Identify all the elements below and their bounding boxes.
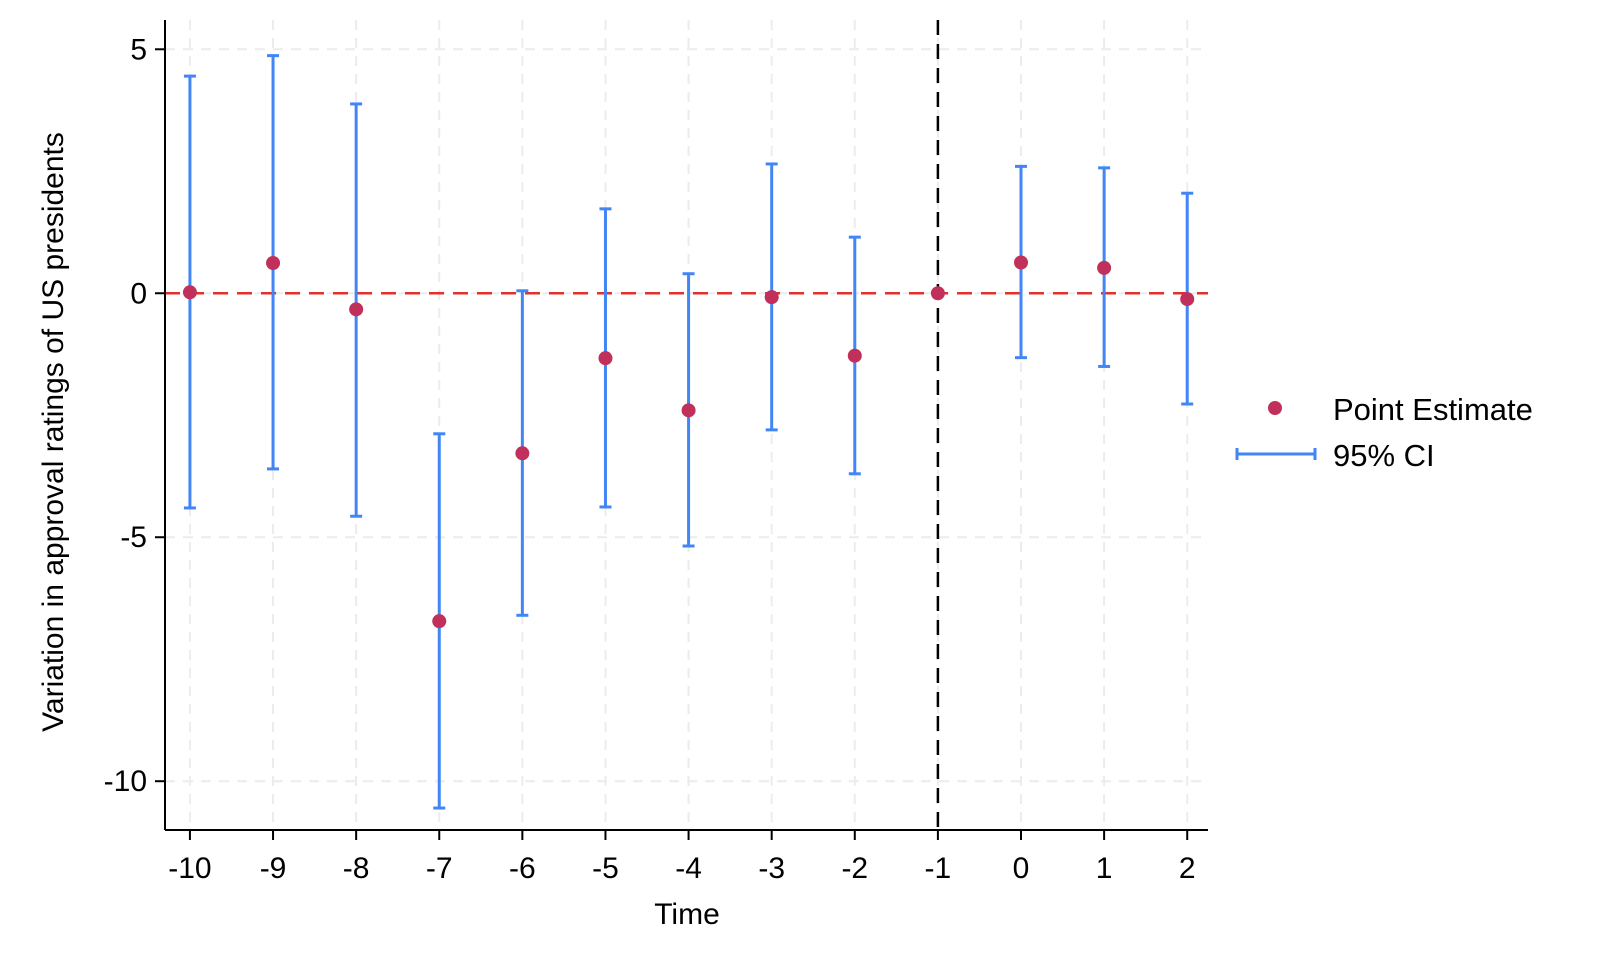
point-estimate-marker bbox=[432, 614, 447, 629]
point-estimate-marker bbox=[182, 285, 197, 300]
point-estimate-marker bbox=[681, 403, 696, 418]
point-estimate-marker bbox=[1097, 260, 1112, 275]
legend-label-point-estimate: Point Estimate bbox=[1333, 392, 1533, 427]
legend-label-95-ci: 95% CI bbox=[1333, 438, 1435, 473]
x-tick-label: -10 bbox=[168, 852, 211, 885]
grid-lines bbox=[165, 20, 1208, 830]
x-tick-label: 1 bbox=[1096, 852, 1113, 885]
x-tick-label: -5 bbox=[592, 852, 619, 885]
point-estimate-marker bbox=[764, 290, 779, 305]
point-estimate-marker bbox=[930, 286, 945, 301]
x-axis-title: Time bbox=[654, 898, 720, 931]
point-estimate-marker bbox=[598, 351, 613, 366]
point-estimate-marker bbox=[847, 348, 862, 363]
x-tick-label: -9 bbox=[260, 852, 287, 885]
point-estimate-marker bbox=[266, 256, 281, 270]
point-estimate-marker bbox=[515, 446, 530, 461]
axes: -10 -9 -8 -7 -6 -5 -4 -3 -2 -1 0 1 250-5-10 bbox=[104, 20, 1208, 885]
y-tick-label: -5 bbox=[120, 521, 147, 554]
y-axis-title: Variation in approval ratings of US pres… bbox=[37, 132, 70, 732]
legend-point-marker bbox=[1268, 401, 1282, 415]
point-estimates bbox=[182, 255, 1195, 629]
x-tick-label: -4 bbox=[675, 852, 702, 885]
x-tick-label: -1 bbox=[925, 852, 952, 885]
x-tick-label: -3 bbox=[758, 852, 785, 885]
x-tick-label: -7 bbox=[426, 852, 453, 885]
legend: Point Estimate 95% CI bbox=[1235, 392, 1533, 473]
x-tick-label: 0 bbox=[1013, 852, 1030, 885]
y-tick-label: -10 bbox=[104, 765, 147, 798]
x-tick-label: -6 bbox=[509, 852, 536, 885]
reference-lines bbox=[165, 20, 1208, 830]
point-estimate-marker bbox=[1014, 255, 1029, 270]
y-tick-label: 5 bbox=[130, 33, 147, 66]
y-tick-label: 0 bbox=[130, 277, 147, 310]
x-tick-label: 2 bbox=[1179, 852, 1196, 885]
point-estimate-marker bbox=[1180, 292, 1195, 307]
point-estimate-marker bbox=[349, 302, 364, 317]
x-tick-label: -2 bbox=[841, 852, 868, 885]
x-tick-label: -8 bbox=[343, 852, 370, 885]
